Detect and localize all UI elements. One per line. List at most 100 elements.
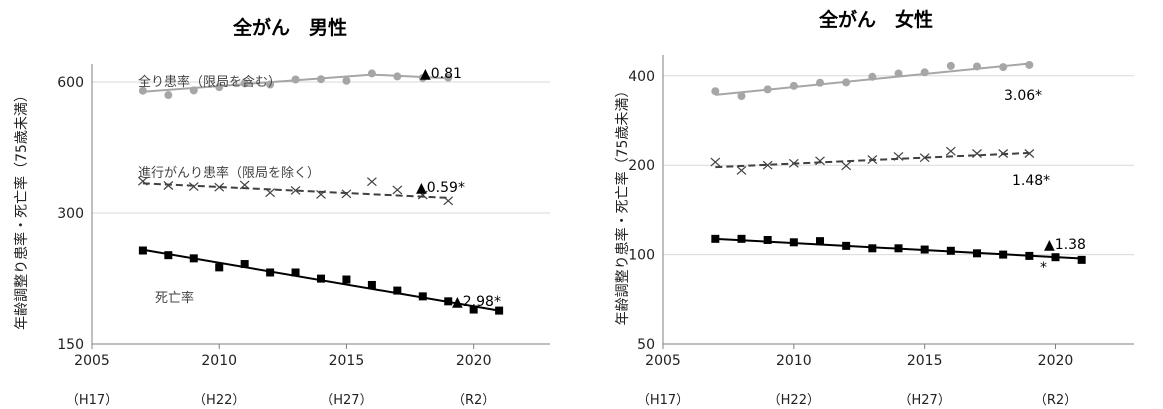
data-point: [972, 149, 982, 158]
data-point: [711, 87, 720, 96]
y-tick-label: 150: [57, 337, 84, 353]
x-tick-label: 2020: [1038, 353, 1074, 369]
data-point: [317, 274, 325, 283]
y-tick-label: 300: [57, 206, 84, 222]
chart-title: 全がん 男性: [232, 16, 347, 39]
data-point: [444, 297, 453, 306]
data-point: [763, 85, 772, 94]
series-3: ▲1.38 *: [711, 234, 1086, 276]
data-point: [367, 69, 376, 78]
x-era-label: （H17）: [637, 393, 689, 408]
data-point: [789, 238, 798, 247]
data-point: [342, 76, 351, 85]
data-point: [240, 260, 249, 269]
x-tick-label: 2005: [645, 353, 681, 369]
trend-annotation: ▲2.98*: [452, 294, 501, 310]
annotation-footnote: *: [1040, 260, 1047, 276]
data-point: [1051, 253, 1060, 262]
trend-annotation: ▲0.81: [420, 66, 462, 82]
data-point: [240, 79, 249, 88]
chart-panel-1: 全がん 男性 150 300 600 2005 （H17） 2010 （H22） 2015 （H2…: [13, 16, 550, 408]
x-era-label: （H22）: [768, 393, 820, 408]
x-tick-label: 2010: [776, 353, 812, 369]
series-label: 全り患率（限局を含む）: [138, 74, 281, 90]
data-point: [214, 182, 225, 192]
data-point: [443, 196, 454, 206]
data-point: [392, 185, 403, 195]
data-point: [842, 241, 851, 250]
data-point: [816, 237, 824, 246]
x-tick-label: 2005: [74, 353, 110, 369]
x-era-label: （H22）: [193, 393, 245, 408]
series-1: 3.06*: [711, 60, 1042, 104]
data-point: [763, 235, 772, 244]
data-point: [266, 268, 275, 277]
data-point: [868, 72, 877, 81]
trend-annotation: ▲1.38: [1044, 237, 1086, 253]
data-point: [920, 245, 929, 254]
y-axis-label: 年齢調整り患率・死亡率（75歳未満）: [13, 88, 30, 330]
x-tick-label: 2020: [456, 353, 492, 369]
trend-annotation: ▲0.59*: [416, 180, 465, 196]
data-point: [867, 155, 878, 164]
data-point: [1024, 149, 1035, 158]
data-point: [868, 244, 877, 253]
data-point: [946, 246, 955, 255]
data-point: [999, 250, 1008, 259]
data-point: [393, 72, 402, 81]
data-point: [711, 234, 720, 243]
series-2: 1.48*: [710, 146, 1050, 189]
data-point: [188, 182, 199, 192]
data-point: [737, 234, 746, 243]
x-era-label: （R2）: [1034, 393, 1077, 408]
data-point: [215, 83, 224, 92]
data-point: [316, 189, 326, 199]
y-axis-label: 年齢調整り患率・死亡率（75歳未満）: [614, 84, 631, 326]
data-point: [737, 92, 746, 101]
data-point: [710, 157, 721, 167]
data-point: [945, 146, 956, 156]
data-point: [290, 186, 301, 195]
y-tick-label: 200: [628, 158, 655, 174]
data-point: [444, 73, 453, 82]
data-point: [137, 176, 148, 186]
data-point: [163, 181, 174, 190]
data-point: [215, 263, 224, 272]
data-point: [946, 61, 955, 70]
data-point: [919, 153, 930, 163]
data-point: [164, 91, 173, 100]
data-point: [266, 80, 275, 89]
trend-annotation: 3.06*: [1004, 88, 1042, 104]
data-point: [417, 190, 428, 200]
chart-title: 全がん 女性: [818, 8, 933, 31]
data-point: [894, 69, 903, 78]
data-point: [469, 305, 478, 314]
data-point: [1077, 255, 1086, 264]
x-era-label: （H27）: [320, 393, 372, 408]
x-tick-label: 2015: [907, 353, 943, 369]
data-point: [342, 275, 351, 284]
x-era-label: （H17）: [66, 393, 118, 408]
data-point: [138, 86, 147, 95]
data-point: [789, 81, 798, 90]
series-label: 進行がんり患率（限局を除く）: [138, 165, 320, 181]
data-point: [495, 306, 504, 315]
data-point: [366, 177, 377, 187]
data-point: [317, 75, 325, 84]
data-point: [418, 292, 427, 301]
data-point: [418, 73, 427, 82]
data-point: [291, 268, 300, 277]
data-point: [815, 156, 825, 166]
data-point: [893, 152, 904, 161]
y-tick-label: 100: [628, 248, 655, 264]
data-point: [920, 68, 929, 77]
data-point: [291, 75, 300, 84]
y-tick-label: 400: [628, 69, 655, 85]
trend-line: [142, 182, 449, 199]
data-point: [367, 280, 376, 289]
trend-annotation: 1.48*: [1012, 173, 1050, 189]
data-point: [189, 254, 198, 263]
chart-panel-2: 全がん 女性 50 100 200 400 2005 （H17） 2010 （H22） 2015 （…: [614, 8, 1134, 408]
data-point: [894, 244, 903, 253]
